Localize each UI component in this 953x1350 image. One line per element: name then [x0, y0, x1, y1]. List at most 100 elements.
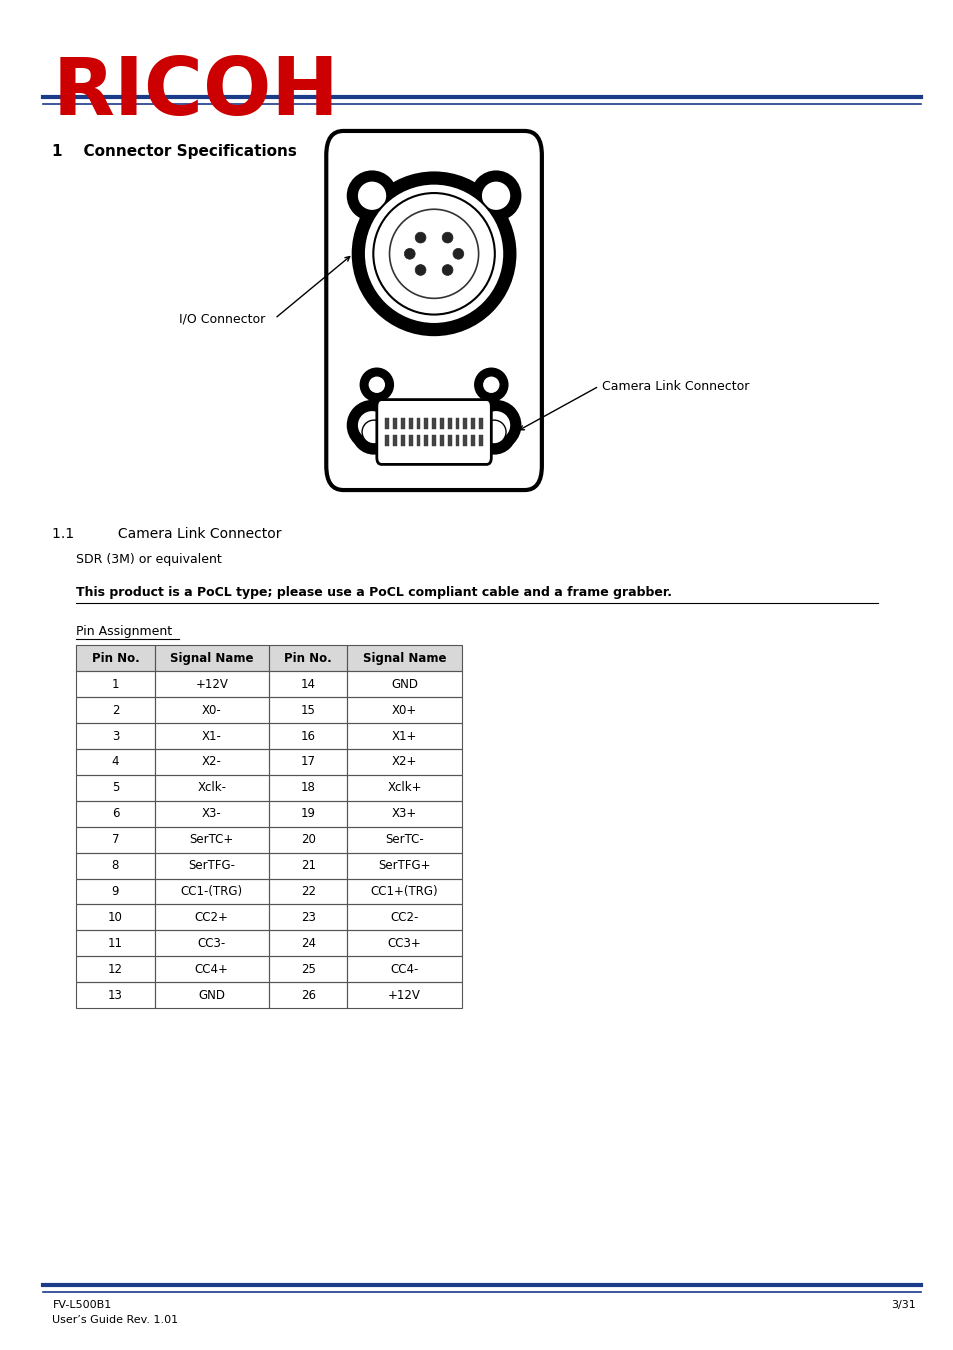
Text: X0-: X0-	[202, 703, 221, 717]
Text: I/O Connector: I/O Connector	[179, 312, 265, 325]
Ellipse shape	[472, 410, 516, 454]
Bar	[76, 801, 461, 826]
Ellipse shape	[373, 193, 495, 315]
Bar	[456, 435, 459, 446]
Bar	[76, 826, 461, 853]
Text: +12V: +12V	[388, 988, 420, 1002]
Bar	[393, 435, 396, 446]
Text: Pin Assignment: Pin Assignment	[76, 625, 172, 639]
Text: 21: 21	[300, 859, 315, 872]
Bar	[76, 749, 154, 775]
Bar	[416, 418, 420, 429]
Bar	[408, 418, 413, 429]
Ellipse shape	[482, 375, 499, 394]
Bar	[76, 879, 461, 904]
Text: GND: GND	[391, 678, 417, 691]
Ellipse shape	[441, 232, 453, 243]
Ellipse shape	[415, 232, 426, 243]
Ellipse shape	[352, 410, 395, 454]
Text: RICOH: RICOH	[52, 54, 339, 132]
Bar	[347, 879, 461, 904]
Text: 12: 12	[108, 963, 123, 976]
Bar	[76, 983, 154, 1008]
Text: 10: 10	[108, 911, 123, 923]
Bar	[347, 930, 461, 956]
Bar	[76, 671, 154, 697]
Text: Signal Name: Signal Name	[170, 652, 253, 664]
Text: X1+: X1+	[392, 729, 416, 742]
Text: 11: 11	[108, 937, 123, 950]
Bar	[269, 879, 347, 904]
Bar	[76, 697, 461, 724]
Bar	[269, 645, 347, 671]
Bar	[385, 435, 389, 446]
Text: 23: 23	[300, 911, 315, 923]
Bar	[154, 775, 269, 801]
Bar	[269, 930, 347, 956]
Text: 15: 15	[300, 703, 315, 717]
Text: X3-: X3-	[202, 807, 221, 821]
Bar	[76, 930, 154, 956]
Bar	[347, 853, 461, 879]
Bar	[154, 956, 269, 983]
Bar	[347, 801, 461, 826]
Ellipse shape	[368, 375, 385, 394]
Text: 1: 1	[112, 678, 119, 691]
Bar	[347, 671, 461, 697]
Ellipse shape	[363, 184, 504, 324]
Text: CC2-: CC2-	[390, 911, 418, 923]
Bar	[424, 418, 428, 429]
Text: This product is a PoCL type; please use a PoCL compliant cable and a frame grabb: This product is a PoCL type; please use …	[76, 586, 672, 599]
Bar	[76, 697, 154, 724]
Bar	[76, 853, 154, 879]
Bar	[76, 724, 154, 749]
Ellipse shape	[356, 181, 387, 211]
Bar	[269, 697, 347, 724]
Bar	[269, 904, 347, 930]
Text: 6: 6	[112, 807, 119, 821]
Bar	[154, 930, 269, 956]
Bar	[408, 435, 413, 446]
Bar	[400, 435, 404, 446]
Bar	[347, 775, 461, 801]
Text: 1    Connector Specifications: 1 Connector Specifications	[52, 144, 297, 159]
Ellipse shape	[415, 265, 426, 275]
Text: X2+: X2+	[392, 756, 416, 768]
Text: 22: 22	[300, 886, 315, 898]
Text: X3+: X3+	[392, 807, 416, 821]
Text: CC3-: CC3-	[197, 937, 226, 950]
Ellipse shape	[472, 171, 519, 220]
Bar	[456, 418, 459, 429]
Bar	[76, 775, 154, 801]
Bar	[154, 671, 269, 697]
Bar	[76, 749, 461, 775]
Bar	[76, 904, 461, 930]
Ellipse shape	[348, 171, 395, 220]
Bar	[269, 853, 347, 879]
Bar	[347, 983, 461, 1008]
Text: SerTFG-: SerTFG-	[188, 859, 235, 872]
Text: 19: 19	[300, 807, 315, 821]
Ellipse shape	[480, 181, 511, 211]
Text: X2-: X2-	[202, 756, 221, 768]
Text: 5: 5	[112, 782, 119, 794]
Text: GND: GND	[198, 988, 225, 1002]
Ellipse shape	[482, 420, 505, 444]
Text: Signal Name: Signal Name	[362, 652, 446, 664]
Ellipse shape	[404, 248, 415, 259]
Text: 17: 17	[300, 756, 315, 768]
Bar	[76, 956, 154, 983]
Text: 3/31: 3/31	[890, 1300, 915, 1310]
Bar	[76, 724, 461, 749]
Text: 25: 25	[300, 963, 315, 976]
Bar	[76, 983, 461, 1008]
Text: 8: 8	[112, 859, 119, 872]
Ellipse shape	[353, 173, 515, 335]
Bar	[154, 801, 269, 826]
Bar	[478, 418, 482, 429]
Ellipse shape	[475, 369, 507, 401]
Text: Xclk-: Xclk-	[197, 782, 226, 794]
Text: SerTFG+: SerTFG+	[377, 859, 431, 872]
Bar	[154, 749, 269, 775]
Text: 16: 16	[300, 729, 315, 742]
